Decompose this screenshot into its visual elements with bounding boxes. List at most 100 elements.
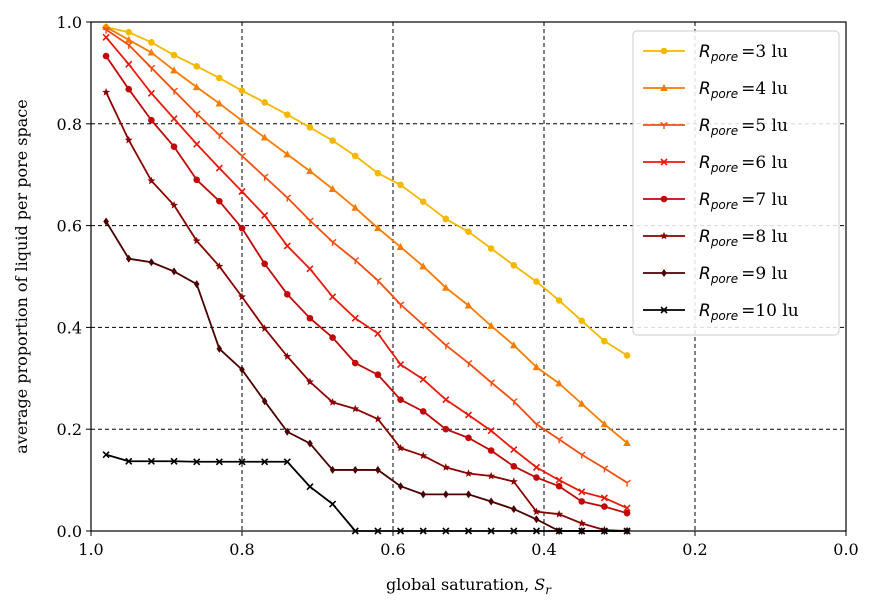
series-3 [102, 26, 631, 487]
data-point-marker [510, 463, 518, 470]
data-point-marker [147, 89, 155, 97]
data-point-marker [328, 398, 337, 406]
data-point-marker [442, 425, 450, 433]
data-point-marker [125, 457, 133, 465]
data-point-marker [306, 265, 314, 273]
data-point-marker [216, 344, 223, 353]
legend-entry: Rpore =3 lu [643, 42, 788, 64]
data-point-marker [510, 445, 518, 454]
data-point-marker [328, 184, 337, 192]
data-point-marker [283, 352, 292, 360]
series-line [105, 26, 628, 357]
data-point-marker [419, 198, 427, 205]
data-point-marker [216, 197, 223, 205]
data-point-marker [487, 427, 495, 435]
x-tick-label: 0.2 [682, 540, 707, 559]
data-point-marker [600, 465, 609, 473]
data-point-marker [193, 62, 200, 70]
data-point-marker [215, 99, 224, 107]
data-point-marker [170, 201, 179, 209]
data-point-marker [555, 436, 564, 444]
legend-label: Rpore =3 lu [699, 42, 788, 64]
x-tick-label: 1.0 [78, 540, 103, 559]
data-point-marker [102, 451, 110, 459]
data-point-marker [465, 490, 472, 499]
data-point-marker [443, 490, 449, 499]
data-point-marker [623, 479, 631, 487]
data-point-marker [464, 359, 473, 368]
data-point-marker [170, 115, 178, 123]
data-point-marker [306, 217, 314, 225]
legend-label: Rpore =6 lu [699, 153, 788, 175]
y-tick-label: 0.6 [57, 217, 82, 236]
data-point-marker [660, 231, 668, 240]
data-point-marker [147, 48, 156, 56]
y-tick-label: 0.4 [57, 318, 82, 337]
data-point-marker [374, 371, 382, 379]
series-line [105, 55, 628, 515]
data-point-marker [660, 121, 668, 129]
data-point-marker [555, 482, 563, 490]
data-point-marker [125, 28, 133, 36]
data-point-marker [305, 377, 314, 386]
data-point-marker [419, 408, 427, 415]
data-point-marker [238, 224, 246, 232]
data-point-marker [532, 363, 541, 371]
data-point-marker [419, 262, 427, 270]
legend-entry: Rpore =9 lu [643, 264, 788, 286]
data-point-marker [578, 317, 586, 325]
data-point-marker [623, 509, 631, 517]
data-point-marker [441, 463, 450, 471]
data-point-marker [464, 411, 473, 419]
data-point-marker [578, 498, 586, 505]
data-point-marker [533, 474, 540, 481]
data-point-marker [170, 66, 178, 74]
data-point-marker [283, 458, 291, 466]
data-point-marker [193, 140, 201, 148]
series-1 [102, 23, 631, 359]
data-point-marker [306, 167, 314, 175]
data-point-marker [577, 451, 586, 459]
data-point-marker [660, 158, 668, 166]
y-axis-label: average proportion of liquid per pore sp… [12, 99, 31, 453]
data-point-marker [329, 137, 336, 144]
data-point-marker [601, 337, 608, 345]
data-point-marker [329, 334, 336, 341]
data-point-marker [351, 359, 359, 367]
data-point-marker [600, 494, 608, 502]
data-point-marker [578, 488, 586, 496]
y-tick-label: 0.2 [57, 420, 82, 439]
data-point-marker [464, 469, 473, 477]
data-point-marker [419, 451, 428, 460]
data-point-marker [329, 500, 337, 508]
data-point-marker [283, 194, 292, 202]
data-point-marker [261, 458, 269, 466]
data-point-marker [216, 74, 223, 82]
data-point-marker [661, 269, 667, 277]
series-line [105, 36, 628, 509]
data-point-marker [238, 458, 246, 466]
data-point-marker [442, 215, 450, 223]
data-point-marker [306, 124, 314, 131]
data-point-marker [124, 135, 133, 144]
legend-label: Rpore =5 lu [699, 116, 788, 138]
data-point-marker [441, 342, 450, 350]
data-point-marker [442, 283, 450, 291]
x-axis-label-text: global saturation, [386, 575, 534, 594]
data-point-marker [419, 321, 428, 329]
legend-label: Rpore =9 lu [699, 264, 788, 286]
data-point-marker [660, 195, 668, 203]
data-point-marker [283, 242, 291, 250]
data-point-marker [442, 396, 450, 404]
data-point-marker [623, 504, 631, 512]
data-point-marker [396, 242, 405, 250]
data-point-marker [125, 254, 132, 263]
data-point-marker [283, 150, 292, 158]
x-tick-label: 0.4 [531, 540, 556, 559]
data-point-marker [374, 329, 382, 338]
data-point-marker [306, 483, 314, 491]
data-point-marker [375, 465, 381, 474]
data-point-marker [623, 438, 631, 446]
data-point-marker [215, 131, 224, 139]
